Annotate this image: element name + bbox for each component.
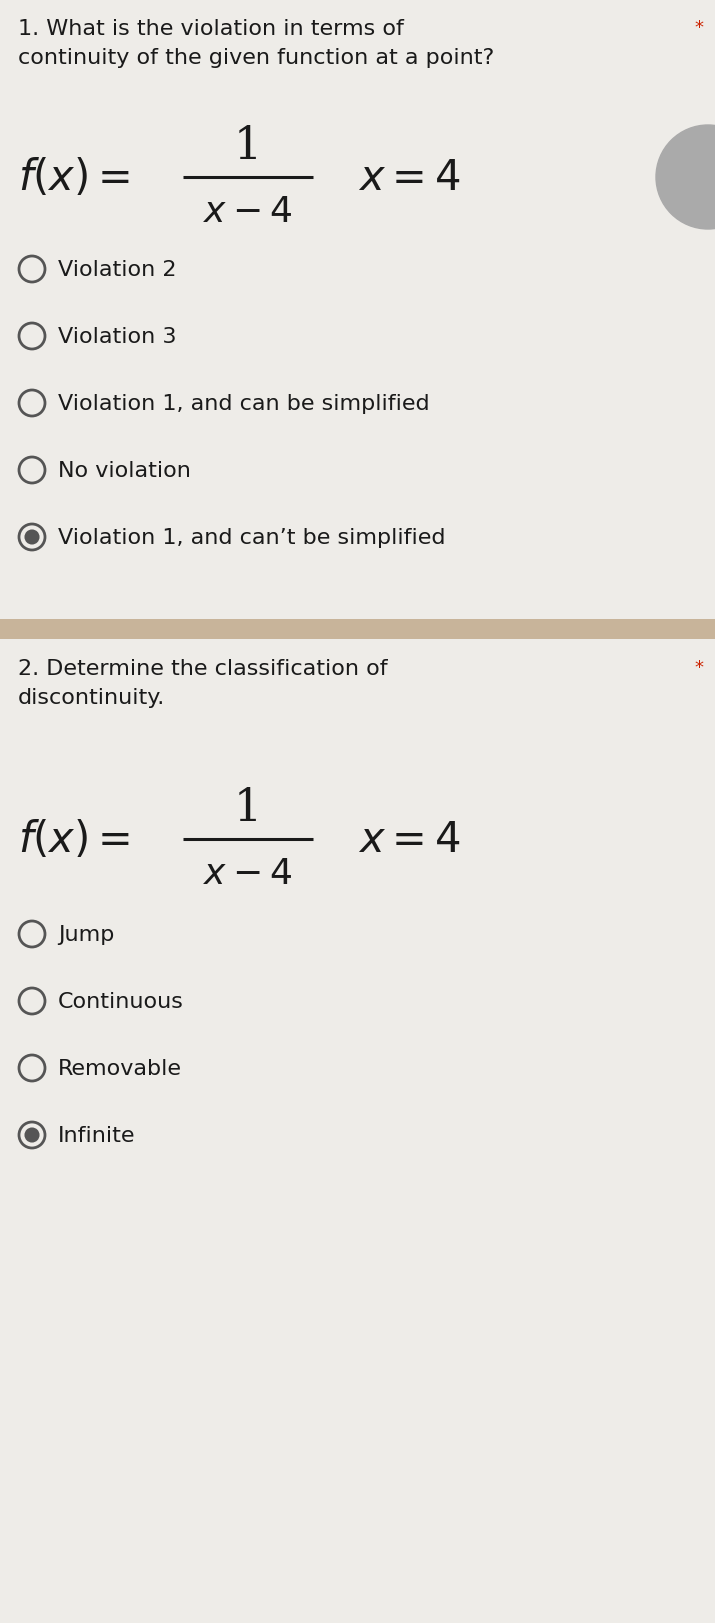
Text: 1. What is the violation in terms of
continuity of the given function at a point: 1. What is the violation in terms of con… xyxy=(18,19,494,68)
Circle shape xyxy=(24,1128,39,1143)
Text: Removable: Removable xyxy=(58,1058,182,1078)
Circle shape xyxy=(24,531,39,545)
Text: Violation 1, and can’t be simplified: Violation 1, and can’t be simplified xyxy=(58,527,445,547)
Text: Violation 1, and can be simplified: Violation 1, and can be simplified xyxy=(58,394,430,414)
Text: Jump: Jump xyxy=(58,925,114,945)
Text: $x=4$: $x=4$ xyxy=(358,157,461,200)
Text: $f(x)=$: $f(x)=$ xyxy=(18,818,130,860)
Circle shape xyxy=(656,127,715,230)
Text: No violation: No violation xyxy=(58,461,191,480)
Text: Violation 2: Violation 2 xyxy=(58,260,177,279)
Text: $x-4$: $x-4$ xyxy=(203,857,293,891)
Text: 2. Determine the classification of
discontinuity.: 2. Determine the classification of disco… xyxy=(18,659,388,708)
Text: Continuous: Continuous xyxy=(58,992,184,1011)
Text: 1: 1 xyxy=(234,786,262,829)
Bar xyxy=(0,620,715,639)
Text: $x-4$: $x-4$ xyxy=(203,195,293,229)
Text: *: * xyxy=(694,19,703,37)
Text: Violation 3: Violation 3 xyxy=(58,326,177,347)
Text: 1: 1 xyxy=(234,125,262,167)
Text: $x=4$: $x=4$ xyxy=(358,818,461,860)
Text: $f(x)=$: $f(x)=$ xyxy=(18,157,130,200)
Text: Infinite: Infinite xyxy=(58,1125,136,1146)
Text: *: * xyxy=(694,659,703,677)
